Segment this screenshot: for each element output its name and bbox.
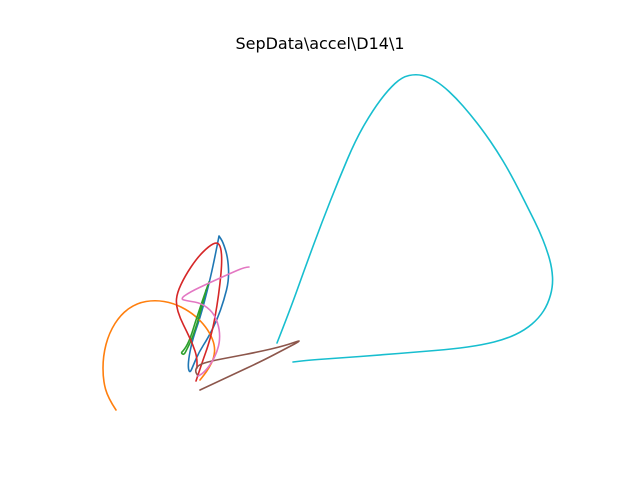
chart-title: SepData\accel\D14\1 — [235, 34, 404, 53]
series-line-3 — [180, 281, 210, 356]
series-line-1 — [187, 235, 230, 373]
series-line-7 — [276, 73, 554, 363]
series-line-5 — [194, 340, 300, 391]
series-line-4 — [175, 242, 223, 382]
series-line-6 — [181, 266, 250, 377]
series-layer — [102, 73, 554, 411]
